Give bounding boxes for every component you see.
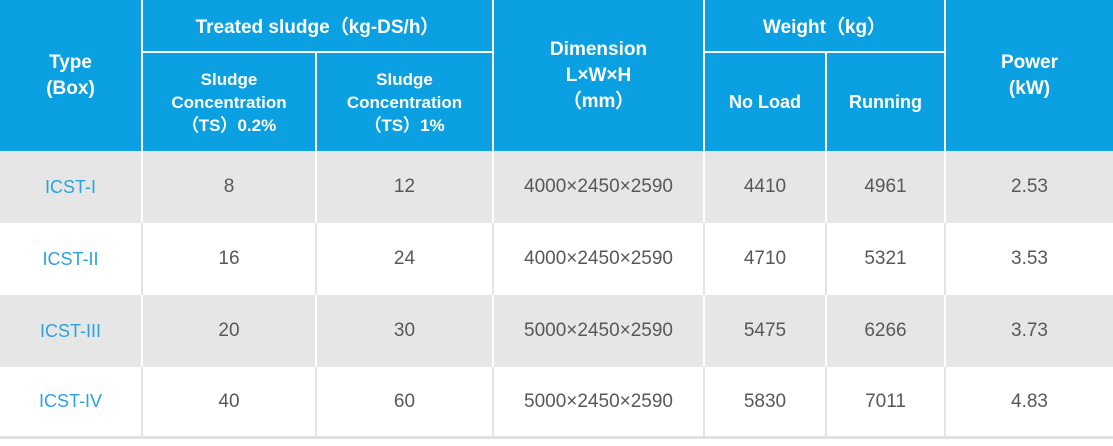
cell-ts-1: 60 (315, 367, 492, 439)
cell-type: ICST-I (0, 151, 141, 223)
header-row-groups: Type (Box) Treated sludge（kg-DS/h） Dimen… (0, 0, 1113, 151)
header-power-line1: Power (1000, 51, 1059, 73)
cell-power: 2.53 (944, 151, 1113, 223)
header-sludge-02-line3: （TS）0.2% (181, 115, 277, 135)
header-sludge-1-line1: Sludge (376, 69, 433, 89)
header-sludge-02-line1: Sludge (200, 69, 258, 89)
cell-power: 3.73 (944, 295, 1113, 367)
spec-row: ICST-III 20 30 5000×2450×2590 5475 6266 … (0, 295, 1113, 367)
cell-running: 5321 (825, 223, 944, 295)
header-sludge-concentration-02: Sludge Concentration （TS）0.2% (141, 53, 315, 151)
cell-dimension: 5000×2450×2590 (492, 367, 703, 439)
header-weight: Weight（kg） (703, 0, 944, 53)
cell-no-load: 5830 (703, 367, 825, 439)
header-treated-sludge: Treated sludge（kg-DS/h） (141, 0, 492, 53)
cell-no-load: 5475 (703, 295, 825, 367)
header-power: Power (kW) (944, 0, 1113, 151)
cell-no-load: 4710 (703, 223, 825, 295)
header-sludge-02-line2: Concentration (171, 92, 287, 112)
cell-ts-02: 20 (141, 295, 315, 367)
cell-running: 6266 (825, 295, 944, 367)
header-power-line2: (kW) (1008, 77, 1051, 99)
header-no-load: No Load (703, 53, 825, 151)
cell-type: ICST-IV (0, 367, 141, 439)
cell-ts-02: 8 (141, 151, 315, 223)
header-type-line1: Type (49, 51, 92, 73)
cell-ts-02: 16 (141, 223, 315, 295)
cell-type: ICST-III (0, 295, 141, 367)
cell-running: 4961 (825, 151, 944, 223)
cell-ts-1: 30 (315, 295, 492, 367)
header-dimension-line2: L×W×H (565, 64, 632, 86)
header-dimension-line1: Dimension (549, 38, 648, 60)
cell-type: ICST-II (0, 223, 141, 295)
header-type-line2: (Box) (46, 77, 95, 99)
cell-dimension: 5000×2450×2590 (492, 295, 703, 367)
header-running: Running (825, 53, 944, 151)
header-dimension: Dimension L×W×H （mm） (492, 0, 703, 151)
spec-row: ICST-I 8 12 4000×2450×2590 4410 4961 2.5… (0, 151, 1113, 223)
header-type-box: Type (Box) (0, 0, 141, 151)
cell-ts-1: 24 (315, 223, 492, 295)
header-row-subcolumns: Sludge Concentration （TS）0.2% Sludge Con… (0, 53, 1113, 151)
cell-dimension: 4000×2450×2590 (492, 151, 703, 223)
cell-dimension: 4000×2450×2590 (492, 223, 703, 295)
header-sludge-1-line2: Concentration (346, 92, 463, 112)
cell-running: 7011 (825, 367, 944, 439)
cell-power: 3.53 (944, 223, 1113, 295)
header-sludge-concentration-1: Sludge Concentration （TS）1% (315, 53, 492, 151)
spec-row: ICST-IV 40 60 5000×2450×2590 5830 7011 4… (0, 367, 1113, 439)
cell-ts-1: 12 (315, 151, 492, 223)
cell-power: 4.83 (944, 367, 1113, 439)
header-sludge-1-line3: （TS）1% (364, 115, 445, 135)
cell-ts-02: 40 (141, 367, 315, 439)
header-dimension-line3: （mm） (562, 90, 635, 112)
spec-row: ICST-II 16 24 4000×2450×2590 4710 5321 3… (0, 223, 1113, 295)
cell-no-load: 4410 (703, 151, 825, 223)
